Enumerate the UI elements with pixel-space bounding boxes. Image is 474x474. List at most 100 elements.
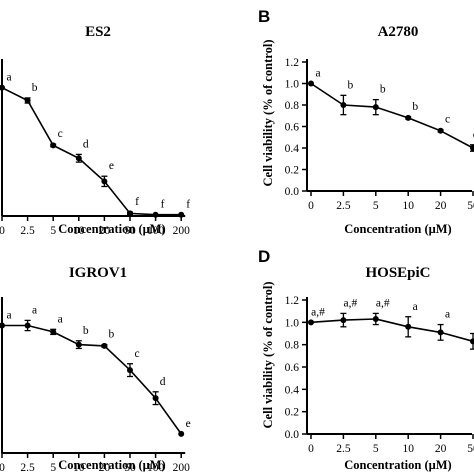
- panel-d-significance-label: a,#: [344, 297, 358, 309]
- panel-c-x-tick-label: 5: [50, 462, 56, 474]
- panel-a-x-tick-label: 200: [173, 225, 191, 237]
- panel-c-significance-label: e: [186, 418, 191, 430]
- panel-c-x-tick-label: 2.5: [20, 462, 35, 474]
- panel-c-x-axis-label: Concentration (μM): [58, 458, 165, 472]
- panel-a-x-tick-label: 100: [147, 225, 165, 237]
- panel-b-significance-label: a: [315, 68, 320, 80]
- panel-a-x-tick-label: 0: [0, 225, 5, 237]
- panel-b-significance-label: c: [445, 114, 450, 126]
- panel-d-significance-label: a: [413, 301, 418, 313]
- panel-d-data-point: [437, 329, 444, 336]
- panel-b-y-tick-label: 1.0: [285, 79, 300, 91]
- panel-d-x-tick-label: 0: [308, 443, 314, 455]
- panel-d-y-tick-label: 0.4: [285, 384, 300, 396]
- panel-b-significance-label: d,#: [473, 129, 474, 141]
- panel-a-data-point: [101, 178, 108, 185]
- panel-b-series-line: [310, 82, 474, 149]
- panel-d-y-tick-label: 0.8: [285, 340, 300, 352]
- panel-d-y-axis-label: Cell viability (% of control): [261, 282, 275, 429]
- panel-c-data-point: [152, 395, 159, 402]
- panel-a-series-line: [1, 86, 182, 216]
- panel-b-x-tick-label: 50: [467, 200, 474, 212]
- panel-a-significance-label: f: [135, 196, 139, 208]
- panel-a-data-point: [50, 142, 57, 149]
- panel-d-data-point: [308, 319, 314, 326]
- panel-b-x-tick-label: 2.5: [336, 200, 351, 212]
- panel-d-title: HOSEpiC: [365, 265, 430, 281]
- panel-d-x-tick-label: 20: [435, 443, 447, 455]
- panel-d-y-tick-label: 0.0: [285, 429, 300, 441]
- panel-c-significance-label: a: [58, 313, 63, 325]
- panel-d-y-tick-label: 0.6: [285, 362, 300, 374]
- panel-b-a2780: B A2780 Cell viability (% of control) Co…: [258, 7, 474, 236]
- panel-c-x-tick-label: 10: [73, 462, 85, 474]
- panel-d-significance-label: a: [445, 309, 450, 321]
- panel-b-y-tick-label: 0.8: [285, 100, 300, 112]
- panel-a-es2: ES2 Concentration (μM) 0 2.5 5 10 20 50 100 200…: [0, 24, 190, 237]
- panel-b-x-axis-label: Concentration (μM): [344, 222, 451, 236]
- panel-c-x-tick-label: 100: [147, 462, 165, 474]
- panel-a-significance-label: e: [109, 160, 114, 172]
- panel-d-x-tick-label: 10: [402, 443, 414, 455]
- panel-b-x-tick-label: 20: [435, 200, 447, 212]
- panel-b-significance-label: b: [348, 79, 354, 91]
- panel-d-x-tick-label: 5: [373, 443, 379, 455]
- panel-a-significance-label: f: [186, 199, 190, 211]
- panel-c-significance-label: b: [109, 329, 115, 341]
- panel-b-y-tick-label: 1.2: [285, 57, 300, 69]
- panel-d-series-line: [310, 318, 474, 343]
- panel-a-significance-label: d: [83, 138, 89, 150]
- panel-a-data-point: [24, 97, 31, 104]
- panel-a-x-tick-label: 5: [50, 225, 56, 237]
- panel-b-data-point: [405, 114, 412, 121]
- panel-a-significance-label: b: [32, 82, 38, 94]
- panel-c-title: IGROV1: [69, 265, 127, 281]
- panel-a-title: ES2: [85, 24, 111, 40]
- panel-b-data-point: [372, 104, 379, 111]
- panel-c-x-tick-label: 50: [124, 462, 136, 474]
- panel-c-igrov1: IGROV1 Concentration (μM) 0 2.5 5 10 20 50 100…: [0, 265, 191, 474]
- panel-b-significance-label: b: [380, 84, 386, 96]
- panel-d-significance-label: a,#: [311, 306, 325, 318]
- panel-b-y-tick-label: 0.6: [285, 122, 300, 134]
- panel-d-y-tick-label: 1.2: [285, 295, 300, 307]
- panel-a-x-tick-label: 2.5: [20, 225, 35, 237]
- panel-b-letter: B: [258, 7, 270, 26]
- panel-d-y-tick-label: 0.2: [285, 407, 300, 419]
- panel-c-x-tick-label: 200: [173, 462, 191, 474]
- panel-b-data-point: [470, 145, 474, 151]
- panel-b-y-tick-label: 0.0: [285, 186, 300, 198]
- panel-a-x-axis-label: Concentration (μM): [58, 222, 165, 236]
- panel-d-data-point: [405, 323, 412, 330]
- panel-a-significance-label: f: [161, 199, 165, 211]
- panel-c-data-point: [0, 322, 5, 329]
- panel-c-significance-label: a: [32, 304, 37, 316]
- panel-d-x-tick-label: 50: [467, 443, 474, 455]
- panel-b-x-tick-label: 10: [402, 200, 414, 212]
- panel-b-y-axis-label: Cell viability (% of control): [261, 40, 275, 187]
- panel-c-data-point: [50, 328, 57, 335]
- panel-d-data-point: [340, 317, 347, 324]
- panel-b-x-tick-label: 5: [373, 200, 379, 212]
- panel-d-x-tick-label: 2.5: [336, 443, 351, 455]
- panel-a-x-tick-label: 10: [73, 225, 85, 237]
- panel-a-data-point: [152, 211, 159, 218]
- panel-d-y-tick-label: 1.0: [285, 317, 300, 329]
- panel-a-significance-label: a: [6, 72, 11, 84]
- panel-d-data-point: [372, 315, 379, 322]
- panel-b-data-point: [437, 127, 444, 134]
- panel-b-y-tick-label: 0.2: [285, 165, 300, 177]
- panel-c-x-tick-label: 0: [0, 462, 5, 474]
- panel-d-hosepic: D HOSEpiC Cell viability (% of control) …: [258, 247, 474, 472]
- panel-a-data-point: [75, 155, 82, 162]
- panel-c-significance-label: b: [83, 325, 89, 337]
- panel-b-data-point: [340, 102, 347, 108]
- panel-a-data-point: [0, 84, 5, 91]
- panel-c-data-point: [24, 322, 31, 329]
- panel-c-x-tick-label: 20: [99, 462, 111, 474]
- panel-a-data-point: [178, 211, 185, 218]
- panel-d-x-axis-label: Concentration (μM): [344, 458, 451, 472]
- panel-c-data-point: [127, 367, 133, 374]
- panel-d-significance-label: a,#: [376, 297, 390, 309]
